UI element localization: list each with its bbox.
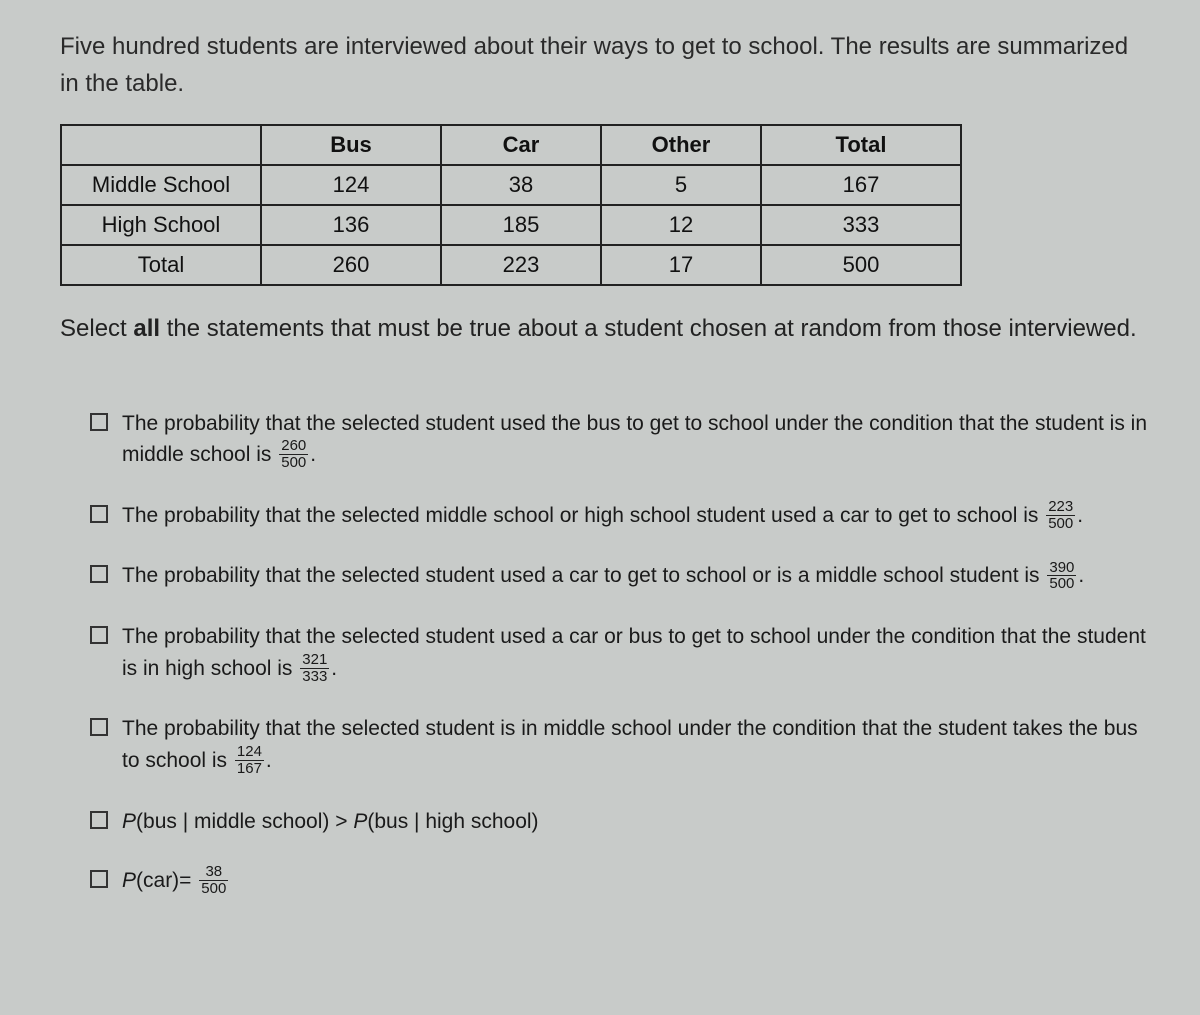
math-mid: (car)= <box>136 869 197 892</box>
option-6[interactable]: P(bus | middle school) > P(bus | high sc… <box>90 806 1150 838</box>
instruction-pre: Select <box>60 315 133 342</box>
frac-den: 500 <box>1046 516 1075 532</box>
cell: 223 <box>441 245 601 285</box>
option-text: The probability that the selected middle… <box>122 500 1150 533</box>
math-p1: P <box>122 810 136 833</box>
checkbox-icon[interactable] <box>90 565 108 583</box>
option-text: P(car)= 38500 <box>122 865 1150 898</box>
data-table: Bus Car Other Total Middle School 124 38… <box>60 124 962 286</box>
row-label: Total <box>61 245 261 285</box>
frac-num: 321 <box>300 652 329 669</box>
option-4[interactable]: The probability that the selected studen… <box>90 621 1150 685</box>
table-header-blank <box>61 125 261 165</box>
math-p: P <box>122 869 136 892</box>
table-row: Total 260 223 17 500 <box>61 245 961 285</box>
frac-den: 500 <box>279 455 308 471</box>
option-text: The probability that the selected studen… <box>122 408 1150 472</box>
fraction: 390500 <box>1047 560 1076 593</box>
table-row: Middle School 124 38 5 167 <box>61 165 961 205</box>
frac-den: 167 <box>235 761 264 777</box>
cell: 333 <box>761 205 961 245</box>
frac-den: 500 <box>1047 576 1076 592</box>
option-pre: The probability that the selected studen… <box>122 717 1138 772</box>
frac-num: 38 <box>199 864 228 881</box>
option-2[interactable]: The probability that the selected middle… <box>90 500 1150 533</box>
option-post: . <box>331 657 337 680</box>
checkbox-icon[interactable] <box>90 718 108 736</box>
checkbox-icon[interactable] <box>90 413 108 431</box>
frac-num: 390 <box>1047 560 1076 577</box>
frac-num: 260 <box>279 438 308 455</box>
option-7[interactable]: P(car)= 38500 <box>90 865 1150 898</box>
table-header-row: Bus Car Other Total <box>61 125 961 165</box>
cell: 136 <box>261 205 441 245</box>
frac-den: 333 <box>300 669 329 685</box>
math-mid1: (bus | middle school) > <box>136 810 353 833</box>
cell: 167 <box>761 165 961 205</box>
frac-num: 223 <box>1046 499 1075 516</box>
option-post: . <box>266 749 272 772</box>
math-p2: P <box>353 810 367 833</box>
checkbox-icon[interactable] <box>90 870 108 888</box>
options-list: The probability that the selected studen… <box>60 408 1150 898</box>
option-text: P(bus | middle school) > P(bus | high sc… <box>122 806 1150 838</box>
option-post: . <box>1077 504 1083 527</box>
fraction: 38500 <box>199 864 228 897</box>
option-5[interactable]: The probability that the selected studen… <box>90 713 1150 777</box>
checkbox-icon[interactable] <box>90 811 108 829</box>
fraction: 260500 <box>279 438 308 471</box>
table-header-other: Other <box>601 125 761 165</box>
option-text: The probability that the selected studen… <box>122 621 1150 685</box>
option-post: . <box>310 443 316 466</box>
frac-num: 124 <box>235 744 264 761</box>
checkbox-icon[interactable] <box>90 626 108 644</box>
math-mid2: (bus | high school) <box>367 810 538 833</box>
option-pre: The probability that the selected studen… <box>122 564 1045 587</box>
cell: 12 <box>601 205 761 245</box>
cell: 38 <box>441 165 601 205</box>
option-pre: The probability that the selected middle… <box>122 504 1044 527</box>
instruction-post: the statements that must be true about a… <box>160 315 1137 342</box>
table-row: High School 136 185 12 333 <box>61 205 961 245</box>
fraction: 223500 <box>1046 499 1075 532</box>
row-label: High School <box>61 205 261 245</box>
instruction-text: Select all the statements that must be t… <box>60 310 1150 347</box>
checkbox-icon[interactable] <box>90 505 108 523</box>
option-text: The probability that the selected studen… <box>122 560 1150 593</box>
instruction-bold: all <box>133 315 160 342</box>
intro-text: Five hundred students are interviewed ab… <box>60 28 1150 102</box>
cell: 5 <box>601 165 761 205</box>
option-post: . <box>1078 564 1084 587</box>
row-label: Middle School <box>61 165 261 205</box>
frac-den: 500 <box>199 881 228 897</box>
cell: 124 <box>261 165 441 205</box>
option-pre: The probability that the selected studen… <box>122 412 1147 467</box>
fraction: 321333 <box>300 652 329 685</box>
cell: 500 <box>761 245 961 285</box>
fraction: 124167 <box>235 744 264 777</box>
cell: 185 <box>441 205 601 245</box>
table-header-car: Car <box>441 125 601 165</box>
option-pre: The probability that the selected studen… <box>122 625 1146 680</box>
table-header-bus: Bus <box>261 125 441 165</box>
table-header-total: Total <box>761 125 961 165</box>
cell: 260 <box>261 245 441 285</box>
option-1[interactable]: The probability that the selected studen… <box>90 408 1150 472</box>
option-text: The probability that the selected studen… <box>122 713 1150 777</box>
cell: 17 <box>601 245 761 285</box>
option-3[interactable]: The probability that the selected studen… <box>90 560 1150 593</box>
